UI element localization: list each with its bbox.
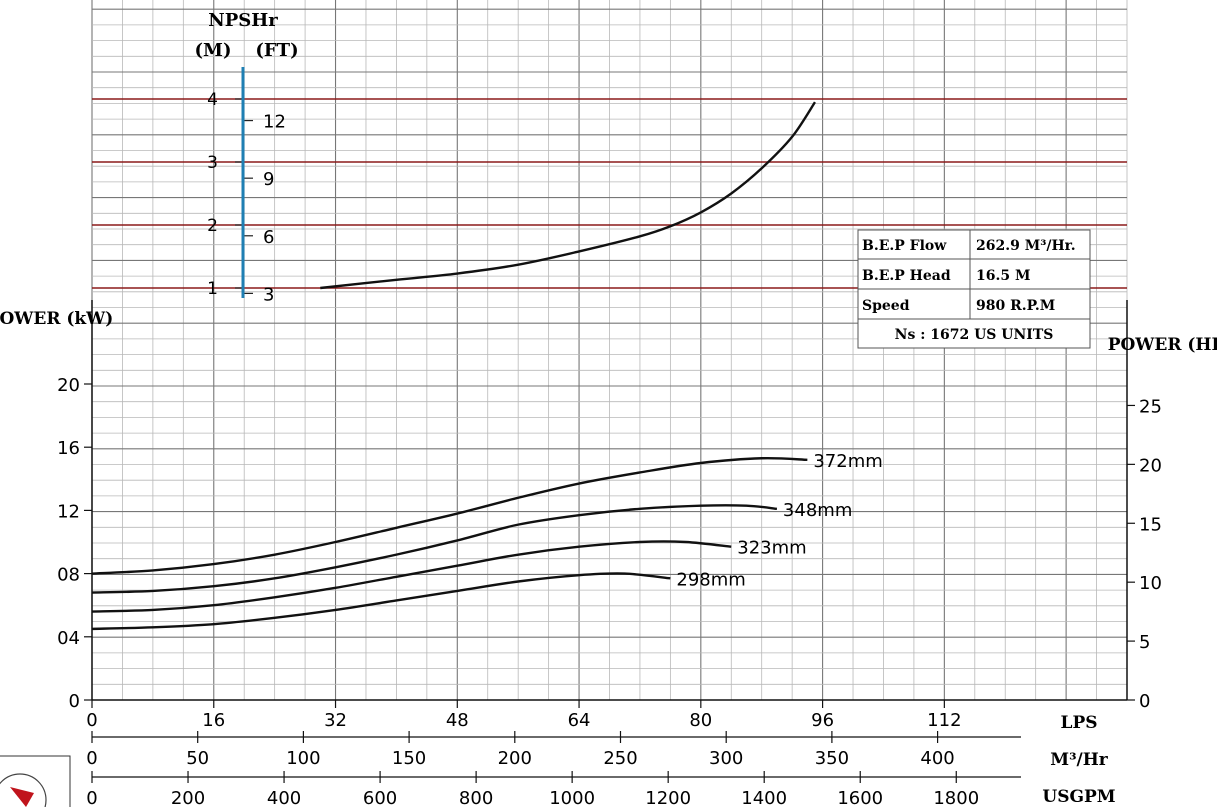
x-tick-label-lps: 80 xyxy=(689,710,712,731)
npsh-title: NPSHr xyxy=(208,10,278,31)
x-tick-label-lps: 48 xyxy=(446,710,469,731)
x-axis-title-lps: LPS xyxy=(1060,713,1097,733)
right-y-tick-label: 20 xyxy=(1139,455,1162,476)
x-tick-label-usgpm: 600 xyxy=(363,788,397,807)
npsh-unit-ft: (FT) xyxy=(255,40,298,61)
x-tick-label-m3hr: 0 xyxy=(86,748,97,769)
npsh-tick-label-ft: 12 xyxy=(263,112,286,133)
x-tick-label-m3hr: 200 xyxy=(498,748,532,769)
series-label-323mm: 323mm xyxy=(737,538,806,559)
x-tick-label-m3hr: 250 xyxy=(603,748,637,769)
power-curve-298mm xyxy=(91,572,671,631)
info-box: B.E.P Flow 262.9 M³/Hr. B.E.P Head 16.5 … xyxy=(857,229,1091,349)
x-tick-label-m3hr: 100 xyxy=(286,748,320,769)
left-y-tick-label: 12 xyxy=(57,501,80,522)
x-tick-label-lps: 96 xyxy=(811,710,834,731)
x-tick-label-lps: 32 xyxy=(324,710,347,731)
npsh-tick-label-ft: 9 xyxy=(263,169,274,190)
info-label-speed: Speed xyxy=(862,298,910,314)
info-label-bep-flow: B.E.P Flow xyxy=(862,238,947,254)
npshr-curve xyxy=(320,101,816,290)
x-tick-label-m3hr: 300 xyxy=(709,748,743,769)
x-tick-label-usgpm: 1600 xyxy=(837,788,883,807)
x-tick-label-usgpm: 400 xyxy=(267,788,301,807)
x-tick-label-lps: 16 xyxy=(202,710,225,731)
x-tick-label-m3hr: 350 xyxy=(815,748,849,769)
npsh-tick-label-ft: 6 xyxy=(263,227,274,248)
x-tick-label-usgpm: 1000 xyxy=(549,788,595,807)
power-curve-323mm xyxy=(91,540,732,613)
power-curve-348mm xyxy=(91,504,778,594)
x-tick-label-usgpm: 1800 xyxy=(933,788,979,807)
series-label-372mm: 372mm xyxy=(813,451,882,472)
x-tick-label-m3hr: 150 xyxy=(392,748,426,769)
right-y-tick-label: 10 xyxy=(1139,573,1162,594)
x-axis-title-usgpm: USGPM xyxy=(1042,787,1115,807)
grid xyxy=(91,0,1128,701)
x-tick-label-lps: 64 xyxy=(568,710,591,731)
info-ns: Ns : 1672 US UNITS xyxy=(895,327,1054,343)
right-y-tick-label: 0 xyxy=(1139,691,1150,712)
left-y-tick-label: 08 xyxy=(57,565,80,586)
series-label-348mm: 348mm xyxy=(783,500,852,521)
npsh-tick-label-m: 4 xyxy=(207,90,218,110)
x-tick-label-m3hr: 400 xyxy=(920,748,954,769)
npsh-unit-m: (M) xyxy=(195,40,232,61)
left-axis-title: POWER (kW) xyxy=(0,309,113,329)
left-y-tick-label: 04 xyxy=(57,628,80,649)
left-y-tick-label: 20 xyxy=(57,375,80,396)
left-y-tick-label: 16 xyxy=(57,438,80,459)
x-tick-label-usgpm: 1200 xyxy=(645,788,691,807)
info-value-bep-head: 16.5 M xyxy=(976,268,1030,284)
right-y-tick-label: 25 xyxy=(1139,396,1162,417)
series-label-298mm: 298mm xyxy=(676,569,745,590)
right-axis-title: POWER (HP) xyxy=(1108,335,1217,355)
x-tick-label-lps: 0 xyxy=(86,710,97,731)
right-y-tick-label: 15 xyxy=(1139,514,1162,535)
power-panel: 372mm 348mm 323mm 298mm xyxy=(91,451,883,631)
x-axis-title-m3hr: M³/Hr xyxy=(1050,750,1109,770)
x-tick-label-usgpm: 800 xyxy=(459,788,493,807)
npsh-tick-label-ft: 3 xyxy=(263,284,274,305)
info-label-bep-head: B.E.P Head xyxy=(862,268,951,284)
left-y-tick-label: 0 xyxy=(69,691,80,712)
npsh-tick-label-m: 1 xyxy=(207,279,218,299)
x-tick-label-m3hr: 50 xyxy=(186,748,209,769)
x-tick-label-usgpm: 1400 xyxy=(741,788,787,807)
npsh-tick-label-m: 2 xyxy=(207,216,218,236)
right-y-tick-label: 5 xyxy=(1139,632,1150,653)
info-value-bep-flow: 262.9 M³/Hr. xyxy=(976,238,1076,254)
company-logo xyxy=(0,755,71,807)
x-tick-label-lps: 112 xyxy=(927,710,961,731)
x-tick-label-usgpm: 0 xyxy=(86,788,97,807)
npsh-tick-label-m: 3 xyxy=(207,153,218,173)
power-curve-372mm xyxy=(91,456,808,575)
x-tick-label-usgpm: 200 xyxy=(171,788,205,807)
info-value-speed: 980 R.P.M xyxy=(976,298,1055,314)
